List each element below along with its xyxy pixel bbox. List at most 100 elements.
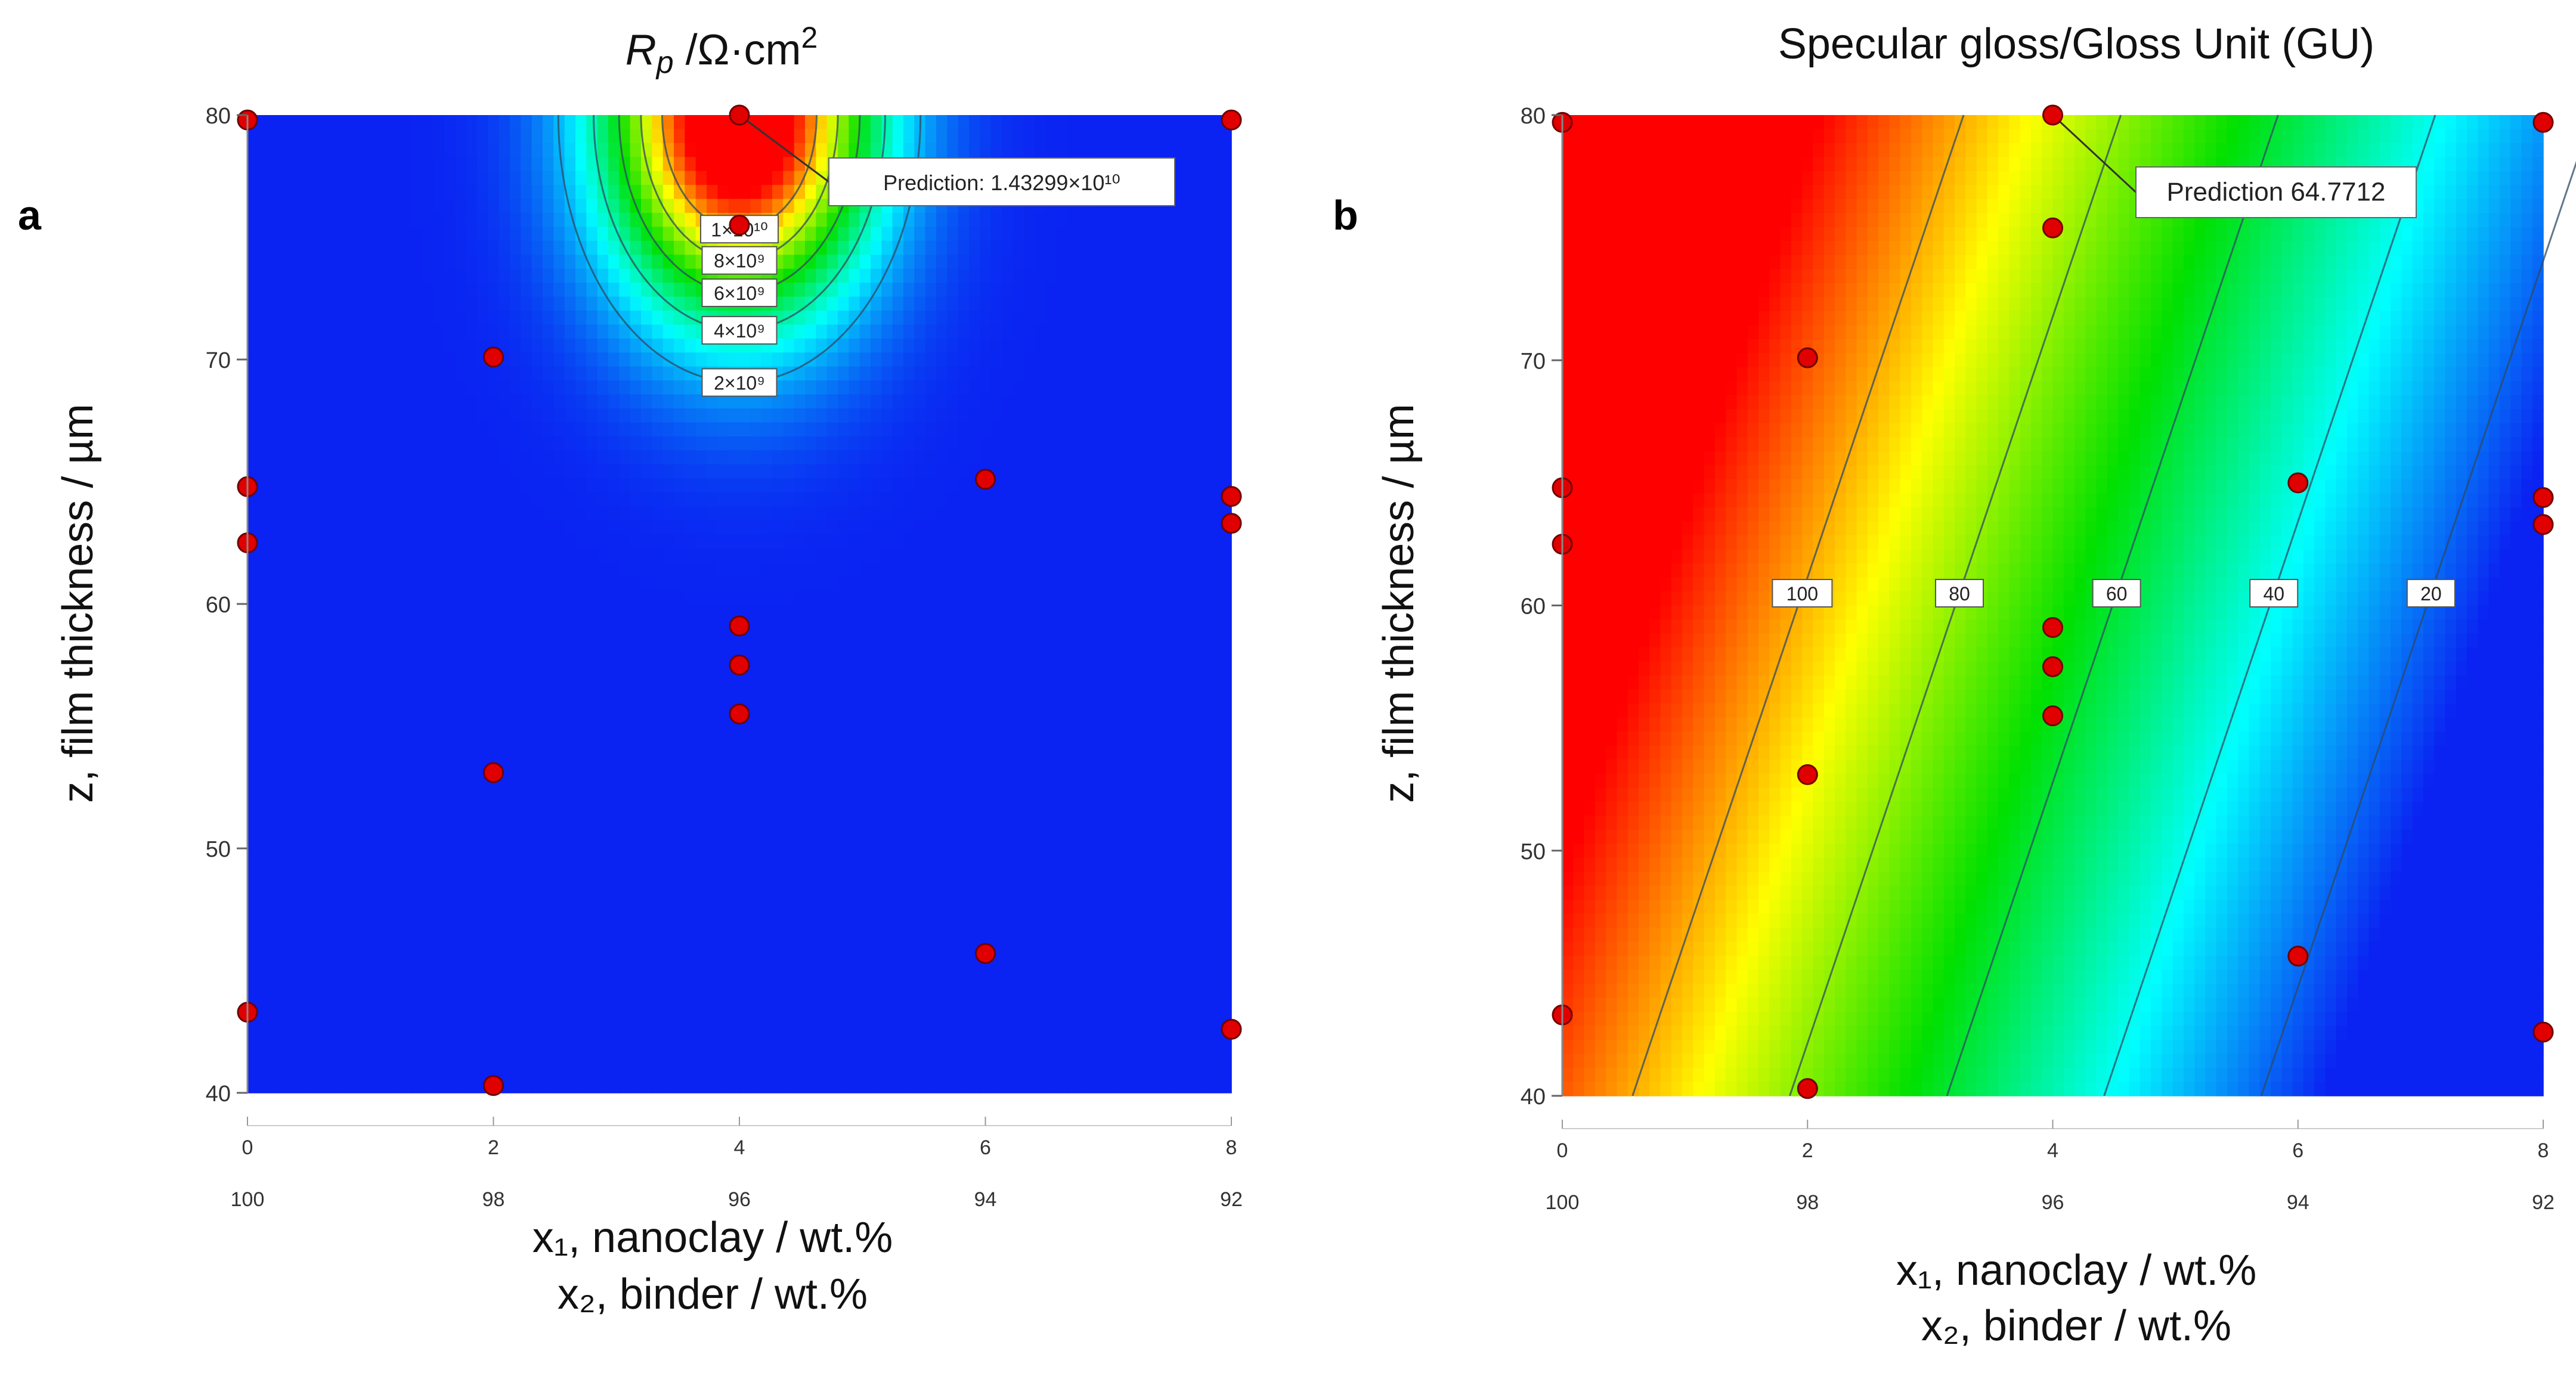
heatmap-cell: [335, 157, 346, 172]
heatmap-cell: [619, 1009, 631, 1024]
heatmap-cell: [750, 520, 762, 535]
heatmap-cell: [958, 687, 970, 702]
heatmap-cell: [553, 743, 565, 758]
heatmap-cell: [990, 338, 1002, 354]
heatmap-cell: [739, 548, 751, 563]
heatmap-cell: [914, 1009, 926, 1024]
heatmap-cell: [903, 338, 915, 354]
heatmap-cell: [1023, 311, 1035, 326]
heatmap-cell: [335, 995, 346, 1010]
heatmap-cell: [521, 757, 532, 772]
heatmap-cell: [313, 785, 325, 800]
heatmap-cell: [903, 743, 915, 758]
heatmap-cell: [936, 855, 948, 870]
heatmap-cell: [859, 743, 871, 758]
heatmap-cell: [521, 450, 532, 465]
heatmap-cell: [543, 841, 555, 856]
heatmap-cell: [641, 981, 653, 996]
heatmap-cell: [433, 311, 445, 326]
heatmap-cell: [269, 715, 281, 730]
heatmap-cell: [335, 729, 346, 745]
heatmap-cell: [641, 869, 653, 884]
heatmap-cell: [488, 883, 500, 898]
heatmap-cell: [444, 1079, 456, 1093]
heatmap-cell: [466, 199, 478, 213]
heatmap-cell: [510, 604, 522, 619]
heatmap-cell: [499, 883, 510, 898]
heatmap-cell: [859, 115, 871, 130]
heatmap-cell: [531, 506, 543, 521]
heatmap-cell: [335, 604, 346, 619]
heatmap-cell: [871, 534, 883, 549]
heatmap-cell: [914, 1079, 926, 1093]
heatmap-cell: [892, 311, 904, 326]
heatmap-cell: [521, 674, 532, 689]
heatmap-cell: [794, 436, 806, 451]
heatmap-cell: [925, 129, 937, 144]
heatmap-cell: [1013, 674, 1024, 689]
heatmap-cell: [1002, 939, 1014, 954]
heatmap-cell: [433, 590, 445, 605]
heatmap-cell: [510, 450, 522, 465]
heatmap-cell: [838, 283, 850, 298]
heatmap-cell: [652, 450, 664, 465]
heatmap-cell: [739, 674, 751, 689]
heatmap-cell: [662, 311, 674, 326]
heatmap-cell: [357, 1065, 369, 1080]
heatmap-cell: [553, 897, 565, 912]
heatmap-cell: [335, 1079, 346, 1093]
heatmap-cell: [750, 995, 762, 1010]
heatmap-cell: [433, 1065, 445, 1080]
heatmap-cell: [499, 311, 510, 326]
heatmap-cell: [641, 227, 653, 241]
heatmap-cell: [695, 464, 707, 479]
heatmap-cell: [903, 380, 915, 395]
heatmap-cell: [499, 604, 510, 619]
heatmap-cell: [925, 953, 937, 968]
heatmap-cell: [1023, 240, 1035, 256]
heatmap-cell: [477, 338, 489, 354]
heatmap-cell: [521, 268, 532, 283]
heatmap-cell: [871, 142, 883, 158]
heatmap-cell: [269, 1051, 281, 1065]
heatmap-cell: [838, 450, 850, 465]
heatmap-cell: [411, 869, 423, 884]
heatmap-cell: [455, 380, 467, 395]
heatmap-cell: [980, 380, 992, 395]
heatmap-cell: [455, 757, 467, 772]
heatmap-cell: [892, 255, 904, 269]
heatmap-cell: [826, 283, 838, 298]
heatmap-cell: [466, 534, 478, 549]
heatmap-cell: [652, 729, 664, 745]
heatmap-cell: [652, 1051, 664, 1065]
heatmap-cell: [302, 129, 314, 144]
heatmap-cell: [564, 729, 576, 745]
heatmap-cell: [521, 729, 532, 745]
heatmap-cell: [302, 702, 314, 717]
heatmap-cell: [499, 729, 510, 745]
heatmap-cell: [958, 785, 970, 800]
heatmap-cell: [805, 450, 817, 465]
heatmap-cell: [947, 548, 959, 563]
heatmap-cell: [630, 548, 642, 563]
heatmap-cell: [521, 213, 532, 228]
heatmap-cell: [324, 296, 336, 311]
heatmap-cell: [422, 338, 434, 354]
heatmap-cell: [411, 981, 423, 996]
heatmap-cell: [367, 268, 379, 283]
heatmap-cell: [980, 1065, 992, 1080]
heatmap-cell: [400, 631, 412, 647]
heatmap-cell: [357, 534, 369, 549]
heatmap-cell: [849, 659, 860, 674]
heatmap-cell: [707, 729, 719, 745]
heatmap-cell: [422, 1009, 434, 1024]
heatmap-cell: [761, 631, 773, 647]
heatmap-cell: [269, 185, 281, 200]
heatmap-cell: [346, 562, 358, 577]
heatmap-cell: [936, 925, 948, 940]
heatmap-cell: [969, 743, 981, 758]
heatmap-cell: [324, 883, 336, 898]
heatmap-cell: [881, 800, 893, 814]
heatmap-cell: [1023, 268, 1035, 283]
heatmap-cell: [313, 352, 325, 367]
